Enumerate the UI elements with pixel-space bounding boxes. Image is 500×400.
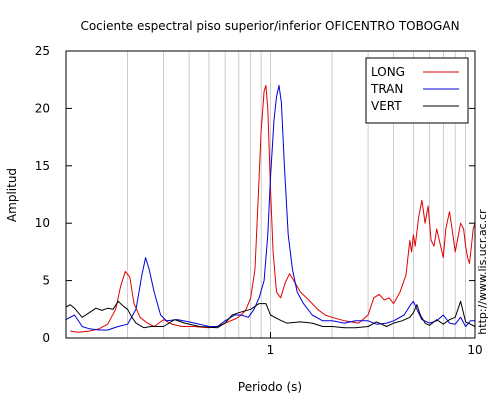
- legend-items: LONG TRAN VERT: [370, 65, 459, 113]
- y-axis-label: Amplitud: [5, 168, 19, 222]
- legend-box: [365, 57, 469, 124]
- y-tick-label: 15: [35, 159, 50, 173]
- chart-title: Cociente espectral piso superior/inferio…: [80, 19, 459, 33]
- source-url-note: http://www.lis.ucr.ac.cr: [476, 209, 489, 335]
- series-line-tran: [65, 84, 475, 331]
- legend-label-vert: VERT: [371, 99, 402, 113]
- series-line-vert: [65, 300, 476, 329]
- y-tick-label: 10: [35, 216, 50, 230]
- x-tick-label: 1: [267, 343, 275, 357]
- legend-label-tran: TRAN: [370, 82, 403, 96]
- y-tick-label: 25: [35, 44, 50, 58]
- legend-label-long: LONG: [371, 65, 405, 79]
- y-tick-label: 5: [42, 274, 50, 288]
- legend: LONG TRAN VERT: [365, 57, 469, 124]
- series-line-long: [70, 84, 476, 333]
- y-tick-label: 20: [35, 101, 50, 115]
- grid-lines: [127, 51, 466, 338]
- data-series: [65, 84, 476, 333]
- y-tick-label: 0: [42, 331, 50, 345]
- x-tick-label: 10: [467, 343, 482, 357]
- axis-ticks: 0 5 10 15 20 25 1 10: [35, 44, 483, 357]
- x-axis-label: Periodo (s): [238, 380, 302, 394]
